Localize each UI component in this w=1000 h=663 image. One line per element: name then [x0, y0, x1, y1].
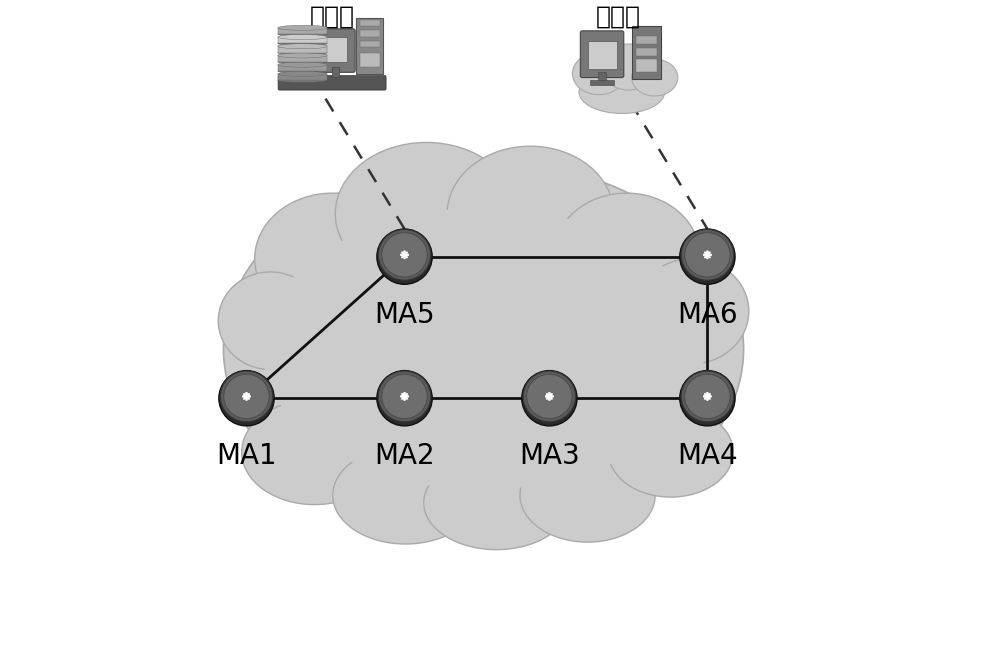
Bar: [360, 30, 380, 36]
Text: MA4: MA4: [677, 442, 738, 470]
Ellipse shape: [520, 448, 655, 542]
Ellipse shape: [219, 371, 274, 426]
FancyBboxPatch shape: [580, 31, 624, 78]
Bar: [632, 27, 661, 79]
Text: 控制器: 控制器: [596, 5, 641, 29]
Ellipse shape: [278, 69, 327, 73]
Bar: [278, 46, 327, 52]
Ellipse shape: [447, 146, 614, 281]
Bar: [356, 18, 383, 74]
Ellipse shape: [278, 32, 327, 36]
Ellipse shape: [527, 375, 572, 418]
Bar: [636, 48, 657, 56]
Ellipse shape: [377, 256, 432, 263]
Ellipse shape: [219, 398, 274, 405]
Ellipse shape: [523, 371, 576, 422]
Bar: [360, 52, 380, 67]
Text: MA5: MA5: [374, 301, 435, 329]
Ellipse shape: [634, 259, 749, 364]
Ellipse shape: [377, 371, 432, 426]
Ellipse shape: [278, 78, 327, 82]
Ellipse shape: [378, 371, 431, 422]
Ellipse shape: [680, 371, 735, 426]
Bar: [636, 36, 657, 44]
FancyBboxPatch shape: [315, 29, 355, 72]
Ellipse shape: [242, 400, 387, 505]
Ellipse shape: [255, 193, 411, 324]
Ellipse shape: [224, 375, 269, 418]
Ellipse shape: [680, 256, 735, 263]
Text: MA3: MA3: [519, 442, 580, 470]
Bar: [278, 65, 327, 71]
Ellipse shape: [278, 41, 327, 46]
Ellipse shape: [685, 233, 730, 277]
Text: MA1: MA1: [216, 442, 277, 470]
Bar: [278, 56, 327, 62]
Ellipse shape: [278, 53, 327, 58]
Bar: [278, 37, 327, 44]
Ellipse shape: [278, 62, 327, 67]
Ellipse shape: [335, 143, 517, 285]
FancyBboxPatch shape: [278, 76, 386, 90]
Bar: [360, 40, 380, 47]
Ellipse shape: [681, 371, 734, 422]
Bar: [636, 59, 657, 72]
Bar: [322, 36, 347, 62]
Ellipse shape: [572, 52, 625, 95]
Ellipse shape: [333, 446, 478, 544]
Ellipse shape: [382, 375, 427, 418]
Ellipse shape: [522, 398, 577, 405]
Text: 收集器: 收集器: [310, 5, 355, 29]
Bar: [332, 67, 339, 77]
Ellipse shape: [680, 398, 735, 405]
Ellipse shape: [378, 229, 431, 280]
Ellipse shape: [278, 60, 327, 64]
Ellipse shape: [382, 233, 427, 277]
Ellipse shape: [278, 44, 327, 49]
Ellipse shape: [278, 34, 327, 40]
Ellipse shape: [262, 208, 705, 489]
Bar: [278, 28, 327, 34]
Ellipse shape: [632, 59, 678, 96]
Ellipse shape: [377, 398, 432, 405]
Ellipse shape: [522, 371, 577, 426]
Text: MA6: MA6: [677, 301, 738, 329]
Bar: [590, 80, 614, 85]
Text: MA2: MA2: [374, 442, 435, 470]
Ellipse shape: [554, 193, 699, 317]
Ellipse shape: [680, 229, 735, 284]
Ellipse shape: [278, 50, 327, 55]
Bar: [598, 72, 606, 82]
Ellipse shape: [681, 229, 734, 280]
Ellipse shape: [278, 25, 327, 30]
Ellipse shape: [377, 229, 432, 284]
Ellipse shape: [602, 44, 655, 90]
Ellipse shape: [579, 71, 665, 113]
Ellipse shape: [608, 407, 733, 497]
Ellipse shape: [220, 371, 273, 422]
Bar: [360, 20, 380, 27]
Ellipse shape: [278, 72, 327, 76]
Ellipse shape: [685, 375, 730, 418]
Bar: [588, 41, 617, 69]
Ellipse shape: [218, 272, 322, 369]
Bar: [278, 74, 327, 80]
Ellipse shape: [424, 456, 569, 550]
Ellipse shape: [223, 161, 744, 536]
